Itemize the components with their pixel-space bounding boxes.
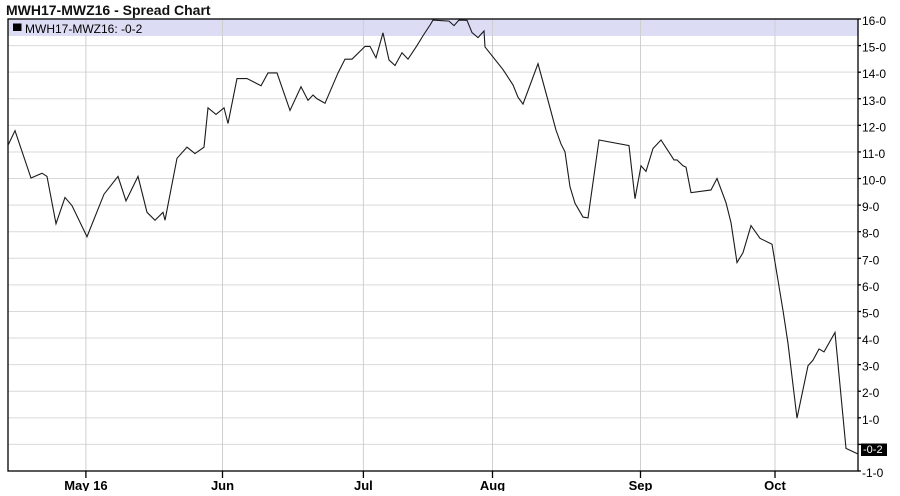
svg-text:9-0: 9-0 (862, 200, 880, 214)
svg-text:7-0: 7-0 (862, 253, 880, 267)
svg-text:Oct: Oct (764, 478, 786, 491)
svg-text:6-0: 6-0 (862, 280, 880, 294)
svg-text:Aug: Aug (480, 478, 505, 491)
svg-text:8-0: 8-0 (862, 227, 880, 241)
svg-text:Jun: Jun (211, 478, 234, 491)
svg-text:-0-2: -0-2 (863, 444, 883, 456)
svg-text:15-0: 15-0 (862, 41, 886, 55)
svg-text:5-0: 5-0 (862, 307, 880, 321)
svg-text:-1-0: -1-0 (862, 466, 884, 480)
svg-text:10-0: 10-0 (862, 174, 886, 188)
svg-text:4-0: 4-0 (862, 333, 880, 347)
svg-text:3-0: 3-0 (862, 360, 880, 374)
svg-text:MWH17-MWZ16: -0-2: MWH17-MWZ16: -0-2 (25, 22, 143, 36)
svg-text:Jul: Jul (354, 478, 373, 491)
svg-text:16-0: 16-0 (862, 14, 886, 28)
svg-text:12-0: 12-0 (862, 120, 886, 134)
svg-text:11-0: 11-0 (862, 147, 885, 161)
svg-text:1-0: 1-0 (862, 413, 880, 427)
svg-text:Sep: Sep (629, 478, 653, 491)
svg-text:2-0: 2-0 (862, 386, 880, 400)
svg-text:14-0: 14-0 (862, 67, 886, 81)
svg-text:13-0: 13-0 (862, 94, 886, 108)
svg-text:May 16: May 16 (64, 478, 107, 491)
